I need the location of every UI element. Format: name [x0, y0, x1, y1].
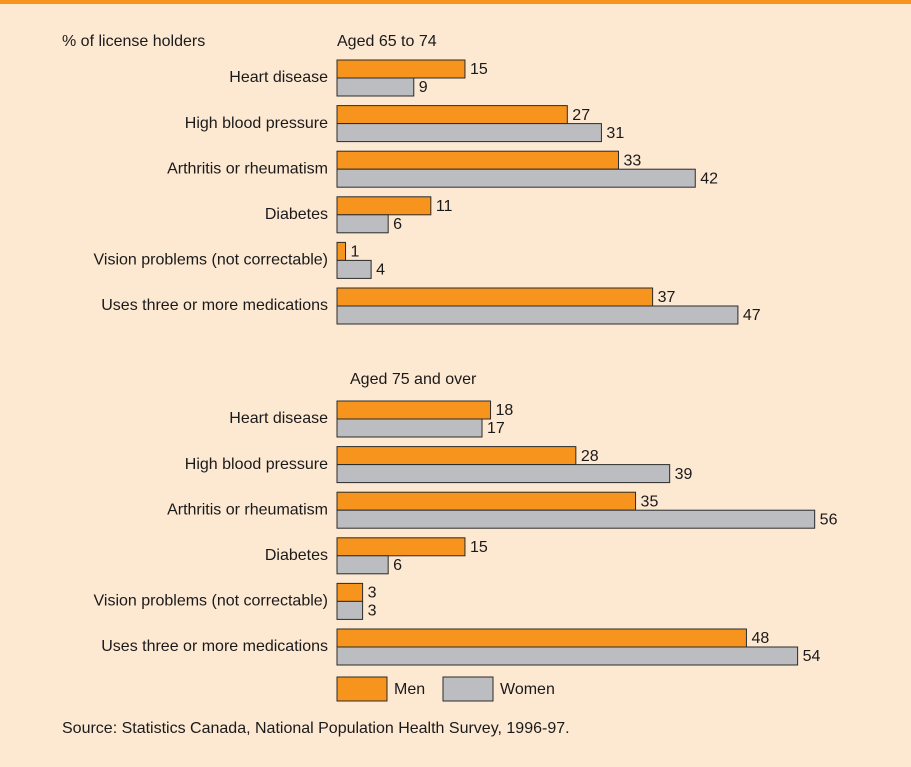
- category-label: Heart disease: [229, 69, 328, 86]
- bar: [336, 509, 816, 529]
- category-label: High blood pressure: [185, 115, 328, 132]
- value-label: 3: [368, 603, 377, 620]
- source: Source: Statistics Canada, National Popu…: [62, 720, 570, 737]
- value-label: 37: [658, 289, 676, 306]
- category-label: Diabetes: [265, 547, 328, 564]
- panel-title: Aged 65 to 74: [337, 33, 437, 50]
- bar: [336, 77, 415, 97]
- legend-label: Men: [394, 681, 425, 698]
- category-label: Heart disease: [229, 410, 328, 427]
- bar: [336, 400, 492, 420]
- legend-swatch: [442, 676, 494, 702]
- bar: [336, 418, 483, 438]
- bar: [336, 628, 747, 648]
- panel-title: Aged 75 and over: [350, 371, 477, 388]
- bar: [336, 59, 466, 79]
- bar: [336, 123, 602, 143]
- bar: [336, 446, 577, 466]
- value-label: 42: [700, 170, 718, 187]
- value-label: 4: [376, 262, 385, 279]
- bar: [336, 582, 364, 602]
- value-label: 11: [436, 198, 453, 215]
- bar: [336, 287, 654, 307]
- value-label: 27: [572, 107, 590, 124]
- value-label: 6: [393, 557, 402, 574]
- category-label: Arthritis or rheumatism: [167, 160, 328, 177]
- value-label: 17: [487, 420, 505, 437]
- value-label: 48: [751, 630, 769, 647]
- value-label: 39: [675, 466, 693, 483]
- bar: [336, 105, 568, 125]
- value-label: 3: [368, 585, 377, 602]
- value-label: 15: [470, 539, 488, 556]
- value-label: 15: [470, 61, 488, 78]
- bar: [336, 555, 389, 575]
- axis-label: % of license holders: [62, 33, 205, 50]
- value-label: 35: [641, 493, 659, 510]
- legend-swatch: [336, 676, 388, 702]
- value-label: 31: [606, 125, 624, 142]
- bar: [336, 464, 671, 484]
- category-label: Arthritis or rheumatism: [167, 501, 328, 518]
- bar: [336, 537, 466, 557]
- value-label: 56: [820, 511, 838, 528]
- bar: [336, 305, 739, 325]
- category-label: Vision problems (not correctable): [94, 252, 328, 269]
- category-label: High blood pressure: [185, 456, 328, 473]
- category-label: Uses three or more medications: [101, 297, 328, 314]
- legend-label: Women: [500, 681, 555, 698]
- bar: [336, 646, 799, 666]
- bar: [336, 241, 347, 261]
- value-label: 47: [743, 307, 761, 324]
- bar: [336, 168, 696, 188]
- bar: [336, 600, 364, 620]
- value-label: 54: [803, 648, 821, 665]
- category-label: Vision problems (not correctable): [94, 593, 328, 610]
- value-label: 1: [351, 244, 360, 261]
- value-label: 33: [623, 152, 641, 169]
- category-label: Diabetes: [265, 206, 328, 223]
- bar: [336, 214, 389, 234]
- value-label: 6: [393, 216, 402, 233]
- bar: [336, 491, 637, 511]
- value-label: 18: [496, 402, 514, 419]
- category-label: Uses three or more medications: [101, 638, 328, 655]
- bar: [336, 150, 619, 170]
- value-label: 28: [581, 448, 599, 465]
- value-label: 9: [419, 79, 428, 96]
- bar: [336, 196, 432, 216]
- bar: [336, 259, 372, 279]
- top-rule: [0, 0, 911, 4]
